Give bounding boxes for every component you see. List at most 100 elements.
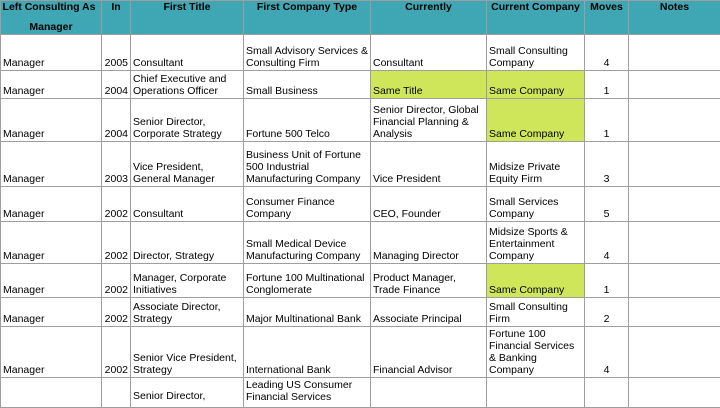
- cell-in[interactable]: 2002: [102, 298, 131, 327]
- cell-left[interactable]: Manager: [1, 327, 102, 378]
- cell-in[interactable]: 2002: [102, 327, 131, 378]
- cell-notes[interactable]: [629, 35, 720, 71]
- cell-current-company[interactable]: Same Company: [487, 99, 585, 142]
- cell-in[interactable]: 2004: [102, 99, 131, 142]
- cell-notes[interactable]: [629, 298, 720, 327]
- cell-notes[interactable]: [629, 187, 720, 222]
- header-first-company-type[interactable]: First Company Type: [244, 1, 371, 35]
- header-left-consulting-line1: Left Consulting As: [1, 1, 100, 13]
- cell-in[interactable]: 2002: [102, 264, 131, 298]
- cell-currently[interactable]: Managing Director: [371, 222, 487, 264]
- cell-current-company[interactable]: Same Company: [487, 71, 585, 99]
- cell-moves[interactable]: 4: [585, 222, 629, 264]
- cell-current-company[interactable]: Same Company: [487, 264, 585, 298]
- table-row: Manager 2002 Director, Strategy Small Me…: [1, 222, 720, 264]
- cell-left[interactable]: Manager: [1, 71, 102, 99]
- header-currently[interactable]: Currently: [371, 1, 487, 35]
- cell-first-title[interactable]: Senior Vice President, Strategy: [131, 327, 244, 378]
- cell-current-company[interactable]: Fortune 100 Financial Services & Banking…: [487, 327, 585, 378]
- cell-in[interactable]: 2004: [102, 71, 131, 99]
- cell-moves[interactable]: 1: [585, 71, 629, 99]
- cell-notes[interactable]: [629, 327, 720, 378]
- cell-first-company-type[interactable]: Small Business: [244, 71, 371, 99]
- cell-left[interactable]: Manager: [1, 264, 102, 298]
- cell-left[interactable]: Manager: [1, 99, 102, 142]
- cell-notes[interactable]: [629, 71, 720, 99]
- cell-current-company[interactable]: Small Consulting Firm: [487, 298, 585, 327]
- cell-in[interactable]: [102, 378, 131, 408]
- table-row: Manager 2002 Senior Vice President, Stra…: [1, 327, 720, 378]
- cell-currently[interactable]: Financial Advisor: [371, 327, 487, 378]
- cell-moves[interactable]: 3: [585, 142, 629, 187]
- cell-first-title[interactable]: Manager, Corporate Initiatives: [131, 264, 244, 298]
- cell-left[interactable]: Manager: [1, 187, 102, 222]
- cell-first-company-type[interactable]: International Bank: [244, 327, 371, 378]
- table-row: Manager 2003 Vice President, General Man…: [1, 142, 720, 187]
- cell-notes[interactable]: [629, 99, 720, 142]
- cell-moves[interactable]: 5: [585, 187, 629, 222]
- cell-currently[interactable]: Senior Director, Global Financial Planni…: [371, 99, 487, 142]
- cell-first-company-type[interactable]: Leading US Consumer Financial Services: [244, 378, 371, 408]
- cell-first-title[interactable]: Senior Director, Corporate Strategy: [131, 99, 244, 142]
- cell-first-company-type[interactable]: Consumer Finance Company: [244, 187, 371, 222]
- cell-in[interactable]: 2003: [102, 142, 131, 187]
- header-first-title[interactable]: First Title: [131, 1, 244, 35]
- cell-first-company-type[interactable]: Small Advisory Services & Consulting Fir…: [244, 35, 371, 71]
- cell-in[interactable]: 2002: [102, 222, 131, 264]
- cell-currently[interactable]: Consultant: [371, 35, 487, 71]
- header-moves[interactable]: Moves: [585, 1, 629, 35]
- cell-first-company-type[interactable]: Fortune 100 Multinational Conglomerate: [244, 264, 371, 298]
- cell-moves[interactable]: 4: [585, 35, 629, 71]
- cell-current-company[interactable]: Small Consulting Company: [487, 35, 585, 71]
- table-row: Manager 2002 Manager, Corporate Initiati…: [1, 264, 720, 298]
- cell-first-company-type[interactable]: Fortune 500 Telco: [244, 99, 371, 142]
- header-left-consulting-line2: Manager: [3, 21, 99, 33]
- cell-left[interactable]: Manager: [1, 35, 102, 71]
- table-row: Manager 2002 Associate Director, Strateg…: [1, 298, 720, 327]
- cell-moves[interactable]: 2: [585, 298, 629, 327]
- cell-currently[interactable]: [371, 378, 487, 408]
- cell-first-title[interactable]: Consultant: [131, 187, 244, 222]
- cell-first-title[interactable]: Director, Strategy: [131, 222, 244, 264]
- cell-currently[interactable]: Product Manager, Trade Finance: [371, 264, 487, 298]
- cell-currently[interactable]: Vice President: [371, 142, 487, 187]
- cell-first-title[interactable]: Associate Director, Strategy: [131, 298, 244, 327]
- table-row: Manager 2005 Consultant Small Advisory S…: [1, 35, 720, 71]
- cell-notes[interactable]: [629, 378, 720, 408]
- cell-first-title[interactable]: Chief Executive and Operations Officer: [131, 71, 244, 99]
- cell-moves[interactable]: 4: [585, 327, 629, 378]
- cell-left[interactable]: [1, 378, 102, 408]
- cell-notes[interactable]: [629, 142, 720, 187]
- table-row: Manager 2002 Consultant Consumer Finance…: [1, 187, 720, 222]
- cell-notes[interactable]: [629, 264, 720, 298]
- cell-current-company[interactable]: Small Services Company: [487, 187, 585, 222]
- table-row: Manager 2004 Chief Executive and Operati…: [1, 71, 720, 99]
- cell-in[interactable]: 2005: [102, 35, 131, 71]
- cell-left[interactable]: Manager: [1, 142, 102, 187]
- cell-moves[interactable]: 1: [585, 99, 629, 142]
- cell-moves[interactable]: [585, 378, 629, 408]
- cell-moves[interactable]: 1: [585, 264, 629, 298]
- header-current-company[interactable]: Current Company: [487, 1, 585, 35]
- cell-first-company-type[interactable]: Major Multinational Bank: [244, 298, 371, 327]
- cell-left[interactable]: Manager: [1, 298, 102, 327]
- cell-first-company-type[interactable]: Small Medical Device Manufacturing Compa…: [244, 222, 371, 264]
- header-row: Left Consulting As Manager In First Titl…: [1, 1, 720, 35]
- cell-currently[interactable]: Associate Principal: [371, 298, 487, 327]
- header-in[interactable]: In: [102, 1, 131, 35]
- cell-current-company[interactable]: [487, 378, 585, 408]
- cell-first-title[interactable]: Vice President, General Manager: [131, 142, 244, 187]
- cell-current-company[interactable]: Midsize Sports & Entertainment Company: [487, 222, 585, 264]
- cell-currently[interactable]: Same Title: [371, 71, 487, 99]
- cell-left[interactable]: Manager: [1, 222, 102, 264]
- cell-first-title[interactable]: Consultant: [131, 35, 244, 71]
- cell-first-title[interactable]: Senior Director,: [131, 378, 244, 408]
- header-notes[interactable]: Notes: [629, 1, 720, 35]
- cell-first-company-type[interactable]: Business Unit of Fortune 500 Industrial …: [244, 142, 371, 187]
- header-left-consulting[interactable]: Left Consulting As Manager: [1, 1, 102, 35]
- cell-currently[interactable]: CEO, Founder: [371, 187, 487, 222]
- cell-notes[interactable]: [629, 222, 720, 264]
- cell-in[interactable]: 2002: [102, 187, 131, 222]
- cell-current-company[interactable]: Midsize Private Equity Firm: [487, 142, 585, 187]
